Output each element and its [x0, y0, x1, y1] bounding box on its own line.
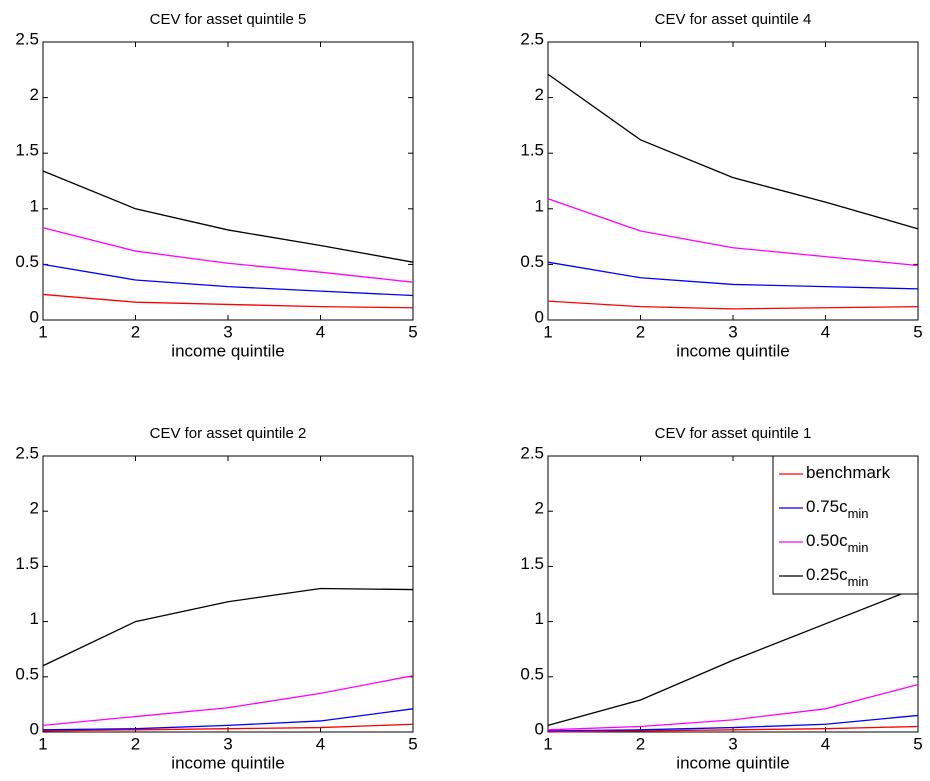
line [547, 683, 919, 731]
y-tick-label: 2.5 [520, 29, 544, 48]
x-tick-label: 4 [316, 322, 325, 341]
x-tick-label: 1 [38, 734, 47, 753]
line [42, 227, 414, 283]
x-tick-label: 1 [38, 322, 47, 341]
line [42, 675, 414, 727]
x-tick-label: 1 [543, 322, 552, 341]
axes-box [547, 41, 919, 321]
x-tick-label: 3 [728, 322, 737, 341]
chart-title: CEV for asset quintile 4 [655, 11, 812, 28]
x-tick-label: 2 [131, 322, 140, 341]
y-tick-label: 0 [535, 307, 544, 326]
line [42, 708, 414, 731]
x-tick-label: 5 [408, 734, 417, 753]
axes-box [42, 41, 414, 321]
x-axis-label: income quintile [676, 753, 789, 772]
legend-subscript: min [848, 574, 869, 589]
y-tick-label: 0.5 [15, 252, 39, 271]
x-tick-label: 4 [821, 322, 830, 341]
chart-title: CEV for asset quintile 1 [655, 425, 812, 442]
x-tick-label: 4 [316, 734, 325, 753]
x-tick-label: 2 [636, 734, 645, 753]
legend-label: 0.50cmin [806, 531, 869, 555]
x-tick-label: 3 [223, 734, 232, 753]
line [547, 725, 919, 733]
y-tick-label: 0 [535, 719, 544, 738]
y-tick-label: 0 [30, 719, 39, 738]
y-tick-label: 1 [30, 609, 39, 628]
x-axis-label: income quintile [676, 341, 789, 360]
y-tick-label: 0 [30, 307, 39, 326]
line [547, 714, 919, 732]
legend-subscript: min [848, 540, 869, 555]
x-tick-label: 3 [223, 322, 232, 341]
axes-box [42, 455, 414, 733]
y-tick-label: 0.5 [520, 252, 544, 271]
x-tick-label: 5 [913, 322, 922, 341]
legend-name: 0.50c [806, 531, 848, 550]
line [42, 170, 414, 263]
legend-label: benchmark [806, 463, 891, 482]
y-tick-label: 1 [30, 196, 39, 215]
x-tick-label: 1 [543, 734, 552, 753]
line [547, 198, 919, 267]
y-tick-label: 2 [30, 85, 39, 104]
x-tick-label: 3 [728, 734, 737, 753]
legend-box [772, 455, 919, 595]
x-tick-label: 2 [131, 734, 140, 753]
legend-name: 0.25c [806, 565, 848, 584]
y-tick-label: 0.5 [15, 664, 39, 683]
line [547, 586, 919, 727]
x-tick-label: 5 [913, 734, 922, 753]
legend-label: 0.25cmin [806, 565, 869, 589]
y-tick-label: 1.5 [15, 141, 39, 160]
line [547, 261, 919, 290]
x-axis-label: income quintile [171, 341, 284, 360]
y-tick-label: 2 [30, 499, 39, 518]
y-tick-label: 1 [535, 196, 544, 215]
chart-title: CEV for asset quintile 2 [150, 425, 307, 442]
y-tick-label: 1 [535, 609, 544, 628]
y-tick-label: 1.5 [15, 554, 39, 573]
line [547, 73, 919, 230]
line [42, 723, 414, 732]
legend-label: 0.75cmin [806, 497, 869, 521]
line [42, 293, 414, 309]
legend-name: 0.75c [806, 497, 848, 516]
legend-name: benchmark [806, 463, 891, 482]
line [42, 587, 414, 667]
y-tick-label: 1.5 [520, 554, 544, 573]
y-tick-label: 2.5 [520, 443, 544, 462]
y-tick-label: 2 [535, 499, 544, 518]
x-tick-label: 4 [821, 734, 830, 753]
y-tick-label: 2 [535, 85, 544, 104]
y-tick-label: 0.5 [520, 664, 544, 683]
line [547, 300, 919, 310]
legend-subscript: min [848, 506, 869, 521]
x-axis-label: income quintile [171, 753, 284, 772]
x-tick-label: 5 [408, 322, 417, 341]
y-tick-label: 2.5 [15, 29, 39, 48]
x-tick-label: 2 [636, 322, 645, 341]
y-tick-label: 2.5 [15, 443, 39, 462]
y-tick-label: 1.5 [520, 141, 544, 160]
chart-title: CEV for asset quintile 5 [150, 11, 307, 28]
line [42, 263, 414, 297]
